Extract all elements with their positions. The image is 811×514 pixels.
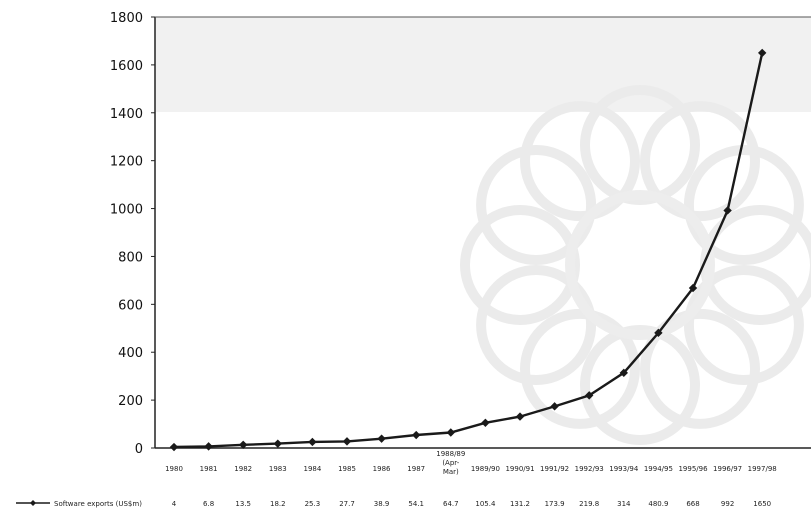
data-label: 27.7	[339, 500, 355, 508]
y-tick-label: 1800	[110, 11, 143, 26]
data-point	[342, 437, 352, 446]
scan-noise-band	[155, 17, 811, 112]
x-tick-label: 1992/93	[575, 465, 604, 473]
watermark-petal	[476, 265, 597, 385]
x-tick-label: 1986	[373, 465, 391, 473]
x-tick-label: 1988/89	[436, 450, 465, 458]
watermark-petal	[520, 101, 640, 222]
data-label: 480.9	[648, 500, 668, 508]
data-label: 6.8	[203, 500, 214, 508]
y-tick-label: 0	[135, 442, 143, 457]
watermark-petal	[640, 308, 760, 429]
data-label: 13.5	[235, 500, 251, 508]
y-tick-label: 800	[118, 250, 143, 265]
data-point	[169, 442, 179, 452]
data-point	[688, 283, 698, 293]
data-point	[204, 442, 213, 451]
legend: Software exports (US$m)	[16, 500, 142, 508]
data-label: 25.3	[305, 500, 321, 508]
x-tick-label: 1989/90	[471, 465, 500, 473]
watermark-petal	[683, 145, 804, 265]
x-tick-label: 1987	[407, 465, 425, 473]
x-tick-label: 1996/97	[713, 465, 742, 473]
x-axis-ticks: 1980 1981 1982 1983 1984 1985 1986 1987 1988/89(…	[165, 450, 777, 476]
data-point	[308, 437, 317, 447]
data-label: 131.2	[510, 500, 530, 508]
x-tick-label: 1991/92	[540, 465, 569, 473]
x-tick-label: 1984	[303, 465, 321, 473]
data-label: 992	[721, 500, 734, 508]
data-label: 54.1	[408, 500, 424, 508]
y-tick-label: 200	[118, 394, 143, 409]
x-tick-label: 1982	[234, 465, 252, 473]
data-point	[654, 328, 663, 338]
x-tick-label: 1985	[338, 465, 356, 473]
watermark-ring	[565, 190, 715, 340]
decorative-watermark	[155, 17, 811, 445]
x-tick-label: 1980	[165, 465, 183, 473]
data-point	[550, 402, 559, 411]
legend-marker-swatch	[30, 500, 36, 506]
x-tick-label: 1994/95	[644, 465, 673, 473]
y-tick-label: 1600	[110, 59, 143, 74]
data-label: 64.7	[443, 500, 459, 508]
watermark-petal	[520, 308, 640, 429]
series-group	[169, 48, 767, 452]
data-point	[723, 206, 732, 215]
data-label: 4	[172, 500, 177, 508]
data-label: 219.8	[579, 500, 599, 508]
x-tick-label: 1990/91	[505, 465, 534, 473]
x-tick-label: Mar)	[443, 468, 459, 476]
axes	[154, 16, 811, 449]
data-point	[619, 368, 628, 378]
data-label: 173.9	[545, 500, 565, 508]
watermark-petal	[640, 101, 760, 222]
data-point	[758, 48, 767, 58]
y-tick-label: 400	[118, 346, 143, 361]
data-point	[239, 440, 248, 449]
legend-label: Software exports (US$m)	[54, 500, 142, 508]
data-label: 38.9	[374, 500, 390, 508]
data-point	[481, 418, 490, 427]
x-tick-label: 1995/96	[678, 465, 708, 473]
x-tick-label: 1993/94	[609, 465, 639, 473]
data-point	[585, 391, 594, 400]
x-tick-label: 1997/98	[748, 465, 777, 473]
series-line	[173, 52, 764, 449]
data-table-row: 4 6.8 13.5 18.2 25.3 27.7 38.9 54.1 64.7 105.4 131…	[172, 500, 771, 508]
y-tick-label: 1400	[110, 107, 143, 122]
data-point	[515, 412, 525, 421]
x-tick-label: (Apr-	[442, 459, 459, 467]
data-point	[412, 430, 421, 440]
x-tick-label: 1983	[269, 465, 287, 473]
watermark-petal	[476, 145, 597, 265]
data-point	[377, 434, 386, 443]
data-point	[446, 428, 455, 437]
y-tick-label: 1200	[110, 155, 143, 170]
data-label: 18.2	[270, 500, 286, 508]
y-tick-label: 600	[118, 298, 143, 313]
y-axis-ticks: 0 200 400 600 800 1000 1200 1400 1600 1800	[110, 11, 155, 457]
y-tick-label: 1000	[110, 203, 143, 218]
data-label: 314	[617, 500, 631, 508]
data-label: 668	[686, 500, 699, 508]
data-point	[273, 439, 282, 448]
data-label: 1650	[753, 500, 771, 508]
data-label: 105.4	[475, 500, 496, 508]
x-tick-label: 1981	[200, 465, 218, 473]
watermark-petal	[683, 265, 804, 385]
